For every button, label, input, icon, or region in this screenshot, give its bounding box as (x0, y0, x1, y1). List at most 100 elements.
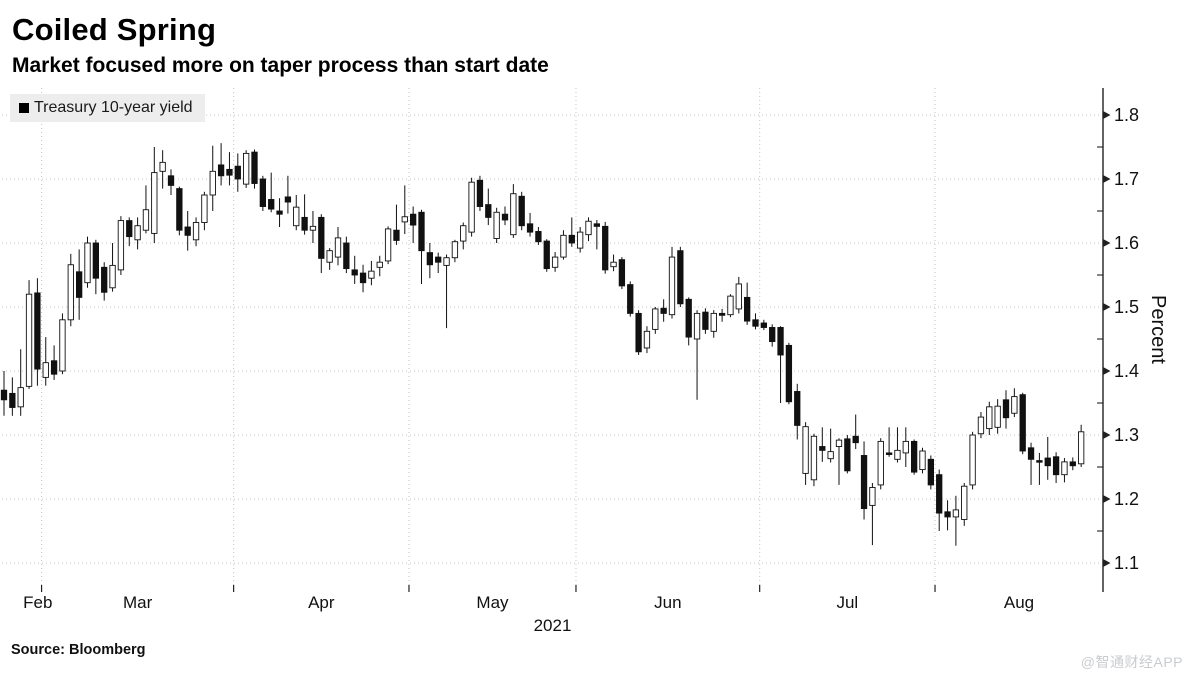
candle (919, 447, 926, 474)
y-axis-tick-label: 1.6 (1114, 233, 1139, 253)
candle (1077, 424, 1085, 467)
candle (268, 172, 275, 213)
candle (451, 239, 459, 263)
page-subtitle: Market focused more on taper process tha… (12, 54, 549, 77)
candle (384, 226, 392, 265)
candle (727, 294, 734, 318)
candle (769, 324, 776, 347)
candle (134, 217, 141, 250)
candle (744, 282, 751, 325)
candle (660, 299, 667, 322)
candle (969, 431, 976, 490)
candle (318, 214, 325, 274)
candle (526, 212, 534, 237)
watermark: @智通财经APP (1080, 654, 1183, 670)
candle (9, 377, 16, 416)
x-axis-month-label: Feb (23, 593, 52, 612)
candle (42, 337, 49, 386)
candle (1002, 390, 1010, 429)
tick-arrow-icon (1103, 431, 1111, 439)
candle (259, 175, 266, 211)
tick-arrow-icon (1103, 111, 1111, 119)
candle (827, 428, 834, 463)
candle (343, 236, 350, 274)
candle (242, 150, 250, 188)
candle (401, 185, 408, 235)
candle (710, 310, 717, 338)
candle (485, 188, 492, 226)
candle (301, 194, 308, 235)
candle (126, 217, 133, 247)
candle (393, 204, 400, 245)
candle (777, 326, 784, 403)
candle (92, 239, 100, 295)
tick-arrow-icon (1103, 239, 1111, 247)
candle (927, 455, 935, 490)
x-axis-month-label: Jun (654, 593, 681, 612)
gridlines (2, 88, 1103, 585)
x-axis-month-label: Apr (308, 593, 335, 612)
candle (543, 239, 550, 272)
candle (844, 435, 851, 474)
candle (234, 153, 241, 192)
source-note: Source: Bloomberg (11, 642, 146, 658)
candle (977, 411, 985, 439)
candle (184, 211, 191, 251)
candle (551, 251, 559, 272)
candle (226, 152, 233, 186)
x-axis-month-label: Mar (123, 593, 153, 612)
candle (176, 186, 183, 236)
candle (785, 342, 793, 405)
y-axis-tick-label: 1.4 (1114, 361, 1139, 381)
candle (426, 243, 433, 279)
candle (593, 219, 601, 250)
candle (752, 313, 759, 330)
candle (410, 206, 417, 243)
tick-arrow-icon (1103, 495, 1111, 503)
x-axis-year-label: 2021 (533, 616, 572, 635)
candle (952, 495, 960, 546)
candle (577, 227, 584, 253)
candle (1061, 458, 1068, 483)
candle (668, 246, 676, 319)
candle (944, 500, 951, 531)
candle (994, 399, 1001, 434)
candle (585, 217, 592, 242)
candle (276, 198, 283, 227)
candle (359, 264, 367, 293)
candle (894, 427, 901, 463)
x-axis-month-label: Aug (1004, 593, 1034, 612)
candle (476, 175, 484, 211)
candle (217, 143, 225, 186)
y-axis-tick-label: 1.2 (1114, 489, 1139, 509)
candle (635, 310, 642, 355)
candle (735, 276, 742, 314)
candle (852, 414, 859, 450)
candle (1019, 392, 1026, 455)
candle (627, 281, 634, 317)
candle (167, 169, 175, 195)
candle (986, 401, 993, 435)
candle (109, 243, 116, 292)
candle (493, 207, 500, 243)
candle (117, 216, 125, 275)
black-square-icon (19, 103, 29, 113)
candle (334, 227, 342, 266)
candle (618, 257, 626, 290)
candle (568, 217, 575, 247)
tick-arrow-icon (1103, 367, 1111, 375)
tick-arrow-icon (1103, 175, 1111, 183)
candle (1027, 442, 1035, 485)
candle (376, 255, 383, 277)
candle (142, 185, 150, 234)
candle (101, 262, 108, 301)
candle (75, 249, 83, 320)
candle (1044, 436, 1051, 480)
candle (702, 308, 709, 334)
candle (159, 150, 166, 189)
legend: Treasury 10-year yield (10, 94, 205, 122)
y-axis-title: Percent (1147, 295, 1169, 364)
candle (518, 191, 525, 231)
candle (251, 149, 258, 189)
